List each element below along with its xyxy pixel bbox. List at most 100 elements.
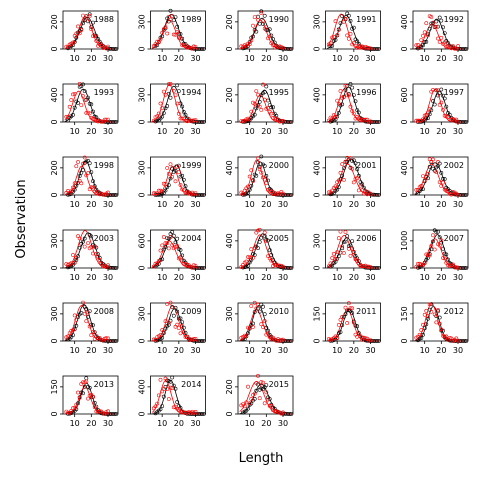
red-observation-point xyxy=(358,183,363,188)
black-observation-point xyxy=(183,330,188,335)
red-observation-point xyxy=(153,261,158,266)
red-observation-point xyxy=(241,119,245,123)
y-tick-label: 0 xyxy=(225,46,234,51)
red-observation-point xyxy=(71,406,75,411)
black-observation-point xyxy=(168,8,173,13)
black-observation-point xyxy=(330,44,335,48)
x-tick-label: 20 xyxy=(261,273,271,282)
red-observation-point xyxy=(343,83,348,88)
red-observation-point xyxy=(193,191,198,196)
black-observation-point xyxy=(289,266,294,270)
red-observation-point xyxy=(358,44,363,49)
red-observation-point xyxy=(346,301,351,306)
year-label: 2009 xyxy=(181,307,201,316)
red-observation-point xyxy=(414,187,419,192)
red-observation-point xyxy=(180,258,185,263)
red-observation-point xyxy=(257,104,262,109)
red-observation-point xyxy=(343,230,348,234)
black-observation-point xyxy=(421,187,425,192)
red-observation-point xyxy=(281,410,285,415)
black-observation-point xyxy=(444,252,449,257)
red-observation-point xyxy=(269,403,274,408)
red-observation-point xyxy=(277,263,282,268)
black-observation-point xyxy=(246,263,250,268)
year-label: 2005 xyxy=(269,234,289,243)
black-observation-point xyxy=(287,266,292,270)
red-observation-point xyxy=(358,334,363,339)
red-observation-point xyxy=(181,330,186,335)
black-observation-point xyxy=(160,114,165,119)
red-observation-point xyxy=(271,116,275,120)
black-observation-point xyxy=(351,93,356,98)
red-observation-point xyxy=(176,35,181,40)
x-tick-label: 10 xyxy=(420,127,430,136)
black-observation-point xyxy=(446,257,450,262)
red-observation-point xyxy=(424,308,429,313)
panel-2004: 10 20 30 0 600 2004 xyxy=(138,229,206,282)
panel-2000: 10 20 30 0 400 2000 xyxy=(225,154,294,209)
red-observation-point xyxy=(246,325,250,330)
red-observation-point xyxy=(71,185,75,190)
black-observation-point xyxy=(441,93,445,98)
red-observation-point xyxy=(336,102,341,106)
y-tick-label: 400 xyxy=(138,379,147,394)
red-observation-point xyxy=(267,403,272,408)
black-observation-point xyxy=(424,40,429,44)
red-observation-point xyxy=(191,337,196,341)
x-tick-label: 30 xyxy=(278,127,288,136)
panel-frame xyxy=(325,156,381,196)
x-tick-label: 30 xyxy=(453,54,463,63)
black-observation-point xyxy=(429,302,434,307)
black-observation-point xyxy=(356,41,361,46)
black-observation-point xyxy=(89,170,94,175)
red-observation-point xyxy=(264,181,269,186)
red-observation-point xyxy=(456,120,460,124)
black-observation-point xyxy=(351,158,356,163)
black-observation-point xyxy=(82,236,87,241)
red-observation-point xyxy=(82,98,87,103)
red-observation-point xyxy=(259,170,264,175)
black-observation-point xyxy=(259,9,264,14)
panel-1990: 10 20 30 0 200 1990 xyxy=(225,9,294,63)
black-observation-point xyxy=(439,240,444,245)
y-tick-label: 150 xyxy=(400,306,409,321)
red-observation-point xyxy=(86,310,90,315)
red-observation-point xyxy=(439,36,444,40)
y-tick-label: 300 xyxy=(313,14,322,29)
red-observation-point xyxy=(92,34,97,38)
y-tick-label: 300 xyxy=(50,233,59,248)
x-tick-label: 10 xyxy=(70,273,80,282)
red-observation-point xyxy=(348,104,353,109)
black-observation-point xyxy=(345,234,350,239)
red-observation-point xyxy=(441,108,445,112)
red-observation-point xyxy=(251,23,255,28)
black-observation-point xyxy=(259,235,264,240)
black-observation-point xyxy=(201,412,206,416)
red-observation-point xyxy=(193,45,198,50)
panel-frame xyxy=(412,10,469,50)
black-observation-point xyxy=(160,335,165,340)
red-observation-point xyxy=(168,17,173,22)
black-observation-point xyxy=(348,18,353,23)
black-observation-point xyxy=(422,326,427,331)
red-observation-point xyxy=(77,236,82,241)
red-observation-point xyxy=(94,251,99,256)
black-observation-point xyxy=(439,18,444,23)
black-observation-point xyxy=(200,266,205,270)
red-observation-point xyxy=(366,338,371,343)
red-observation-point xyxy=(244,400,249,405)
red-observation-point xyxy=(163,241,168,246)
red-observation-point xyxy=(153,42,158,47)
black-observation-point xyxy=(112,266,117,270)
red-observation-point xyxy=(419,328,424,332)
black-observation-point xyxy=(271,105,275,110)
red-observation-point xyxy=(86,241,90,246)
red-observation-point xyxy=(456,44,460,48)
red-observation-point xyxy=(165,166,170,170)
y-tick-label: 0 xyxy=(138,119,147,124)
y-tick-label: 400 xyxy=(313,160,322,175)
red-observation-point xyxy=(156,393,161,398)
black-observation-point xyxy=(271,37,275,41)
